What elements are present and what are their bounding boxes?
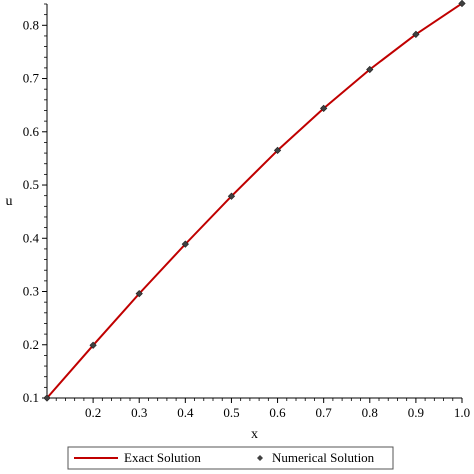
x-axis-label: x	[251, 427, 258, 442]
numerical-point-6	[320, 104, 328, 112]
y-tick-label-3: 0.4	[23, 230, 40, 245]
numerical-point-8	[412, 30, 420, 38]
axes	[46, 4, 462, 399]
x-tick-label-5: 0.7	[316, 405, 333, 420]
x-tick-label-6: 0.8	[362, 405, 378, 420]
numerical-point-4	[227, 192, 236, 200]
series-layer	[43, 0, 466, 402]
y-tick-label-0: 0.1	[23, 390, 39, 405]
legend: Exact Solution Numerical Solution	[67, 446, 394, 470]
legend-box	[67, 446, 394, 470]
x-tick-label-2: 0.4	[177, 405, 194, 420]
numerical-point-5	[273, 146, 282, 155]
y-tick-label-1: 0.2	[23, 337, 39, 352]
y-tick-label-5: 0.6	[23, 124, 40, 139]
y-axis-label: u	[6, 194, 13, 209]
x-tick-label-1: 0.3	[131, 405, 147, 420]
legend-numerical-label: Numerical Solution	[272, 450, 375, 465]
numerical-point-7	[366, 65, 374, 74]
numerical-point-0	[43, 394, 51, 402]
legend-numerical-swatch	[257, 455, 263, 461]
tick-marks	[42, 3, 463, 403]
x-tick-label-8: 1.0	[454, 405, 470, 420]
numerical-point-3	[181, 240, 189, 248]
y-tick-label-6: 0.7	[23, 71, 40, 86]
numerical-point-1	[89, 341, 97, 349]
exact-solution-line	[46, 2, 463, 399]
x-tick-label-0: 0.2	[85, 405, 101, 420]
y-tick-label-2: 0.3	[23, 284, 39, 299]
legend-exact-label: Exact Solution	[124, 450, 201, 465]
numerical-point-9	[458, 0, 466, 8]
x-tick-label-3: 0.5	[223, 405, 239, 420]
numerical-point-2	[135, 290, 143, 298]
y-tick-label-7: 0.8	[23, 17, 39, 32]
y-tick-label-4: 0.5	[23, 177, 39, 192]
x-tick-label-7: 0.9	[408, 405, 424, 420]
x-tick-label-4: 0.6	[269, 405, 286, 420]
tick-labels: 0.2 0.3 0.4 0.5 0.6 0.7 0.8 0.9 1.0 0.1 0.2 0.3 0.4 0…	[23, 17, 470, 420]
